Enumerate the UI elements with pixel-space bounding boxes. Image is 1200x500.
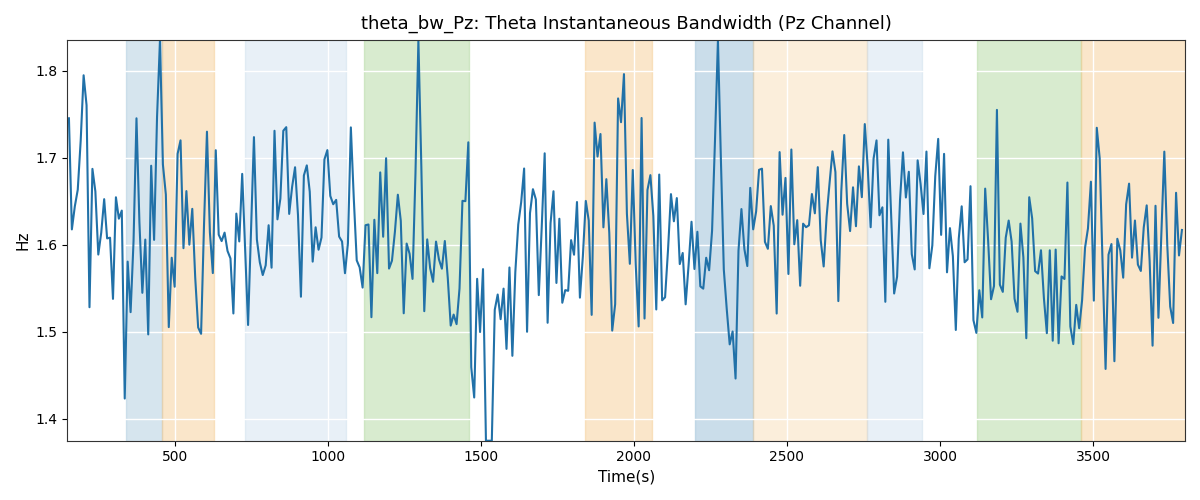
Bar <box>695 40 754 440</box>
Bar <box>126 40 162 440</box>
Title: theta_bw_Pz: Theta Instantaneous Bandwidth (Pz Channel): theta_bw_Pz: Theta Instantaneous Bandwid… <box>361 15 892 34</box>
Y-axis label: Hz: Hz <box>16 230 30 250</box>
Bar <box>162 40 215 440</box>
Bar <box>977 40 1081 440</box>
Bar <box>245 40 346 440</box>
Bar <box>584 40 653 440</box>
Bar <box>866 40 922 440</box>
Bar <box>365 40 468 440</box>
Bar <box>754 40 866 440</box>
Bar <box>1081 40 1184 440</box>
X-axis label: Time(s): Time(s) <box>598 470 655 485</box>
